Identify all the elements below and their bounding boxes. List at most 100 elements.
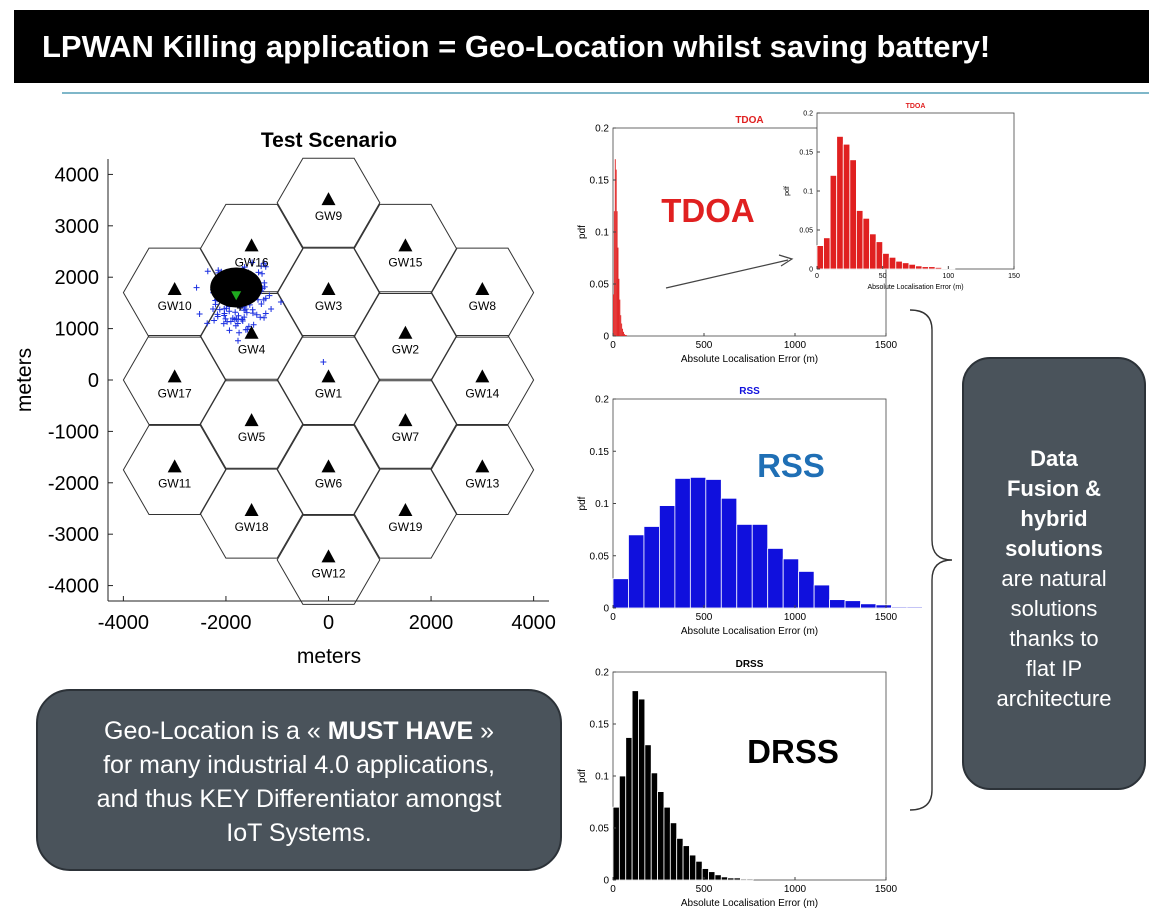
x-tick-label: 0	[610, 884, 616, 895]
histogram-bar	[829, 599, 846, 609]
callout-right-line9: architecture	[996, 686, 1112, 711]
histogram-bar	[705, 479, 722, 609]
grouping-brace	[909, 309, 953, 811]
histogram-bar	[836, 135, 844, 270]
gateway-marker	[398, 325, 413, 339]
cell-hexagon	[199, 468, 304, 559]
scatter-y-tick-label: -2000	[48, 473, 99, 495]
x-tick-label: 0	[610, 340, 616, 351]
estimate-marker	[227, 318, 234, 325]
gateway-marker	[321, 369, 336, 383]
estimate-marker	[243, 309, 250, 316]
x-tick-label: 0	[815, 273, 819, 280]
x-tick-label: 150	[1008, 273, 1020, 280]
scatter-y-tick-label: 4000	[55, 164, 100, 186]
histogram-bar	[849, 159, 857, 270]
histogram-bar	[659, 505, 676, 609]
estimate-marker	[222, 285, 229, 292]
histogram-bar	[891, 606, 908, 609]
histogram-bar	[823, 237, 831, 270]
histogram-bar	[746, 878, 754, 881]
tdoa-big-label: TDOA	[661, 192, 755, 229]
histogram-bar	[676, 838, 684, 881]
histogram-bar	[901, 262, 910, 270]
x-axis-label: Absolute Localisation Error (m)	[681, 626, 818, 637]
estimate-marker	[240, 290, 247, 297]
y-tick-label: 0	[809, 266, 813, 273]
histogram-bar	[782, 558, 800, 609]
title-divider	[62, 92, 1149, 94]
x-tick-label: 1500	[875, 340, 898, 351]
x-axis-label: Absolute Localisation Error (m)	[681, 898, 818, 909]
histogram-bar	[618, 278, 620, 336]
scatter-y-tick-label: 3000	[55, 216, 100, 238]
estimate-marker	[232, 322, 239, 329]
drss-histogram: 0 0.05 0.1 0.15 0.2 0 500 1000 1500 Absolute Loca…	[577, 659, 898, 909]
callout-left-line4: IoT Systems.	[226, 819, 372, 847]
estimate-marker	[235, 312, 242, 319]
histogram-bar	[616, 211, 618, 336]
histogram-bar	[915, 265, 923, 270]
histogram-bar	[638, 698, 646, 881]
estimate-marker	[239, 295, 246, 302]
y-axis-label: pdf	[784, 186, 791, 196]
drss-big-label: DRSS	[747, 733, 839, 770]
gateway-marker	[475, 459, 490, 473]
x-tick-label: 50	[879, 273, 887, 280]
estimate-marker	[245, 323, 252, 330]
histogram-title: TDOA	[735, 115, 763, 126]
scatter-y-tick-label: 0	[88, 370, 99, 392]
callout-right-line8: flat IP	[1025, 656, 1083, 681]
histogram-bar	[613, 211, 615, 336]
estimate-marker	[221, 310, 228, 317]
histogram-bar	[875, 241, 884, 270]
test-scenario-chart: GW9 GW16 GW15 GW10 GW3 GW8 GW4 GW2 GW17 GW1 GW14 GW…	[13, 129, 556, 668]
scatter-x-tick-label: -2000	[200, 612, 251, 634]
estimate-marker	[219, 294, 226, 301]
estimate-marker	[204, 268, 211, 275]
estimate-marker	[240, 267, 247, 274]
histogram-title: DRSS	[736, 659, 764, 670]
estimate-marker	[226, 308, 233, 315]
estimate-marker	[237, 285, 244, 292]
y-tick-label: 0.15	[590, 447, 610, 458]
callout-right-line7: thanks to	[1009, 626, 1099, 651]
histogram-bar	[856, 210, 864, 270]
estimate-marker	[257, 314, 264, 321]
y-axis-label: pdf	[577, 225, 588, 239]
gateway-label: GW13	[465, 476, 499, 490]
scatter-x-tick-label: -4000	[98, 612, 149, 634]
gateway-marker	[167, 459, 182, 473]
estimate-marker	[196, 310, 203, 317]
histogram-bar	[625, 334, 627, 336]
y-tick-label: 0.1	[595, 772, 609, 783]
histogram-bar	[621, 323, 623, 336]
estimate-marker	[262, 263, 269, 270]
callout-right-line5: are natural	[1001, 566, 1107, 591]
true-position-marker	[231, 291, 242, 301]
histogram-bar	[888, 256, 897, 270]
histogram-bar	[612, 578, 629, 609]
gateway-label: GW16	[235, 255, 269, 269]
y-tick-label: 0.2	[803, 110, 813, 117]
data-fusion-callout: Data Fusion & hybrid solutions are natur…	[962, 357, 1146, 790]
y-tick-label: 0.2	[595, 124, 609, 135]
histogram-title: TDOA	[906, 103, 926, 110]
estimate-marker	[258, 263, 265, 270]
estimate-marker	[261, 260, 268, 267]
zoom-arrow	[665, 259, 789, 289]
histogram-bar	[618, 775, 627, 881]
callout-right-bold4: solutions	[1005, 536, 1103, 561]
scatter-title: Test Scenario	[261, 129, 397, 152]
histogram-bar	[623, 333, 625, 336]
histogram-bar	[720, 497, 738, 609]
estimate-marker	[234, 274, 241, 281]
estimate-marker	[248, 276, 255, 283]
gateway-marker	[244, 325, 259, 339]
scatter-x-tick-label: 4000	[511, 612, 556, 634]
y-axis-label: pdf	[577, 496, 588, 510]
gateway-label: GW5	[238, 430, 266, 444]
gateway-marker	[475, 282, 490, 296]
histogram-bar	[615, 169, 617, 336]
